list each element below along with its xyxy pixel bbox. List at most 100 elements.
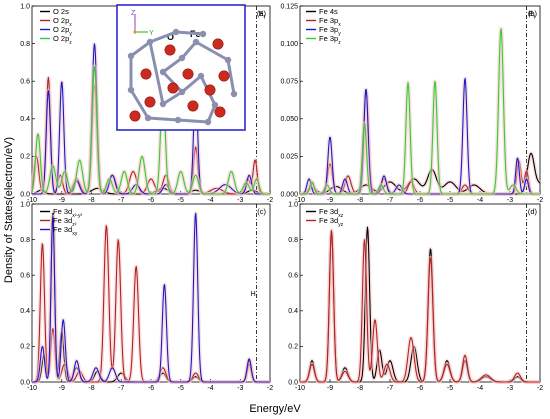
x-tick-label: -2 (537, 197, 543, 204)
x-tick-label: -4 (207, 197, 213, 204)
y-tick-label: 0.8 (20, 237, 30, 244)
panel-label: (a) (257, 9, 267, 18)
panel-b: 0.000 0.025 0.050 0.075 0.100 0.125 -10 -9 -8 -7 -… (280, 3, 543, 204)
y-tick-label: 0.2 (20, 154, 30, 161)
inset-bond (194, 40, 230, 62)
panel-label: (d) (528, 207, 538, 216)
x-axis-title: Energy/eV (249, 403, 301, 415)
inset-axes-icon: Z Y (131, 10, 154, 37)
x-tick-label: -6 (148, 385, 154, 392)
x-tick-label: -5 (178, 197, 184, 204)
y-tick-label: 0.125 (280, 3, 298, 10)
panel-c-mark: H (251, 291, 256, 298)
x-tick-label: -5 (178, 385, 184, 392)
o-atom (129, 110, 141, 122)
x-tick-label: -10 (27, 197, 37, 204)
panel-d: 0.0 0.2 0.4 0.6 0.8 1.0 -10 -9 -8 -7 -6 -5 -4 -3 -2 (d)… (288, 201, 543, 392)
x-tick-label: -2 (537, 385, 543, 392)
y-tick-label: 0.050 (280, 116, 298, 123)
inset-bond (180, 40, 198, 60)
inset-bond (148, 30, 178, 44)
x-tick-label: -2 (267, 385, 273, 392)
fe-atom (159, 100, 167, 108)
legend-entry: Fe 4s (319, 7, 338, 16)
inset-bond (226, 58, 236, 96)
x-tick-label: -9 (327, 197, 333, 204)
legend-entry-sub: x²-y² (72, 213, 82, 219)
inset-bond (146, 116, 180, 122)
fe-atom (230, 90, 238, 98)
fe-atom (199, 30, 207, 38)
legend-entry-sub: x (338, 22, 341, 28)
o-atom (204, 84, 216, 96)
o-atom (182, 68, 194, 80)
fe-atom (172, 28, 180, 36)
legend-entry: O 2s (53, 7, 69, 16)
y-tick-label: 0.075 (280, 79, 298, 86)
y-tick-label: 0.6 (20, 79, 30, 86)
fermi-label: Ef (259, 9, 266, 21)
inset-bond (174, 30, 205, 36)
fe-atom (144, 114, 152, 122)
o-atom (164, 44, 176, 56)
x-tick-label: -5 (447, 385, 453, 392)
legend-entry-sub: z (338, 40, 341, 46)
inset-bond (180, 74, 203, 94)
panel-c: 0.0 0.2 0.4 0.6 0.8 1.0 -10 -9 -8 -7 -6 -5 -4 -3 -2 (c)… (20, 201, 273, 392)
x-tick-label: -9 (59, 385, 65, 392)
structure-inset: Z Y O Fe (116, 4, 246, 131)
inset-bond (161, 56, 184, 74)
x-tick-label: -7 (387, 197, 393, 204)
x-tick-label: -6 (417, 197, 423, 204)
x-tick-label: -3 (507, 385, 513, 392)
x-tick-label: -7 (118, 385, 124, 392)
y-tick-label: 0.0 (20, 191, 30, 198)
x-tick-label: -7 (387, 385, 393, 392)
x-tick-label: -8 (357, 385, 363, 392)
o-atom (140, 68, 152, 80)
y-tick-label: 0.0 (20, 379, 30, 386)
panel-a: 0.0 0.2 0.4 0.6 0.8 1.0 -10 -9 -8 -7 -6 -5 -4 -3 -2 Ef(… (20, 3, 273, 204)
x-tick-label: -6 (148, 197, 154, 204)
inset-label-o: O (167, 32, 174, 42)
legend-entry: Fe 3pz (319, 34, 341, 46)
inset-bonds (129, 30, 236, 124)
fe-atom (224, 56, 232, 64)
x-tick-label: -10 (295, 385, 305, 392)
x-tick-label: -3 (237, 197, 243, 204)
y-tick-label: 0.000 (280, 191, 298, 198)
fe-atom (204, 118, 212, 126)
y-tick-label: 1.0 (288, 201, 298, 208)
y-axis-title: Density of States(electron/eV) (3, 137, 15, 283)
legend-entry-sub: y (69, 31, 72, 37)
x-tick-label: -4 (477, 197, 483, 204)
x-tick-label: -9 (327, 385, 333, 392)
series-halo (30, 211, 272, 384)
fermi-label-sub: f (534, 15, 536, 21)
legend-entry-sub: y (338, 31, 341, 37)
o-atom (212, 38, 224, 50)
y-tick-label: 0.6 (20, 273, 30, 280)
x-tick-label: -2 (267, 197, 273, 204)
fe-atom (146, 38, 154, 46)
inset-axis-z: Z (131, 10, 136, 17)
fe-atom (159, 68, 167, 76)
y-tick-label: 1.0 (20, 201, 30, 208)
y-tick-label: 0.100 (280, 41, 298, 48)
x-tick-label: -5 (447, 197, 453, 204)
series-line (32, 212, 270, 383)
y-tick-label: 0.8 (20, 41, 30, 48)
o-atom (214, 106, 226, 118)
x-tick-label: -8 (357, 197, 363, 204)
x-tick-label: -3 (507, 197, 513, 204)
x-tick-label: -8 (88, 385, 94, 392)
y-tick-label: 0.6 (288, 273, 298, 280)
o-atom (144, 96, 156, 108)
x-tick-label: -3 (237, 385, 243, 392)
legend-entry-sub: x (69, 22, 72, 28)
y-tick-label: 0.2 (20, 344, 30, 351)
x-tick-label: -10 (295, 197, 305, 204)
inset-bond (129, 40, 152, 58)
series-line (300, 28, 540, 195)
